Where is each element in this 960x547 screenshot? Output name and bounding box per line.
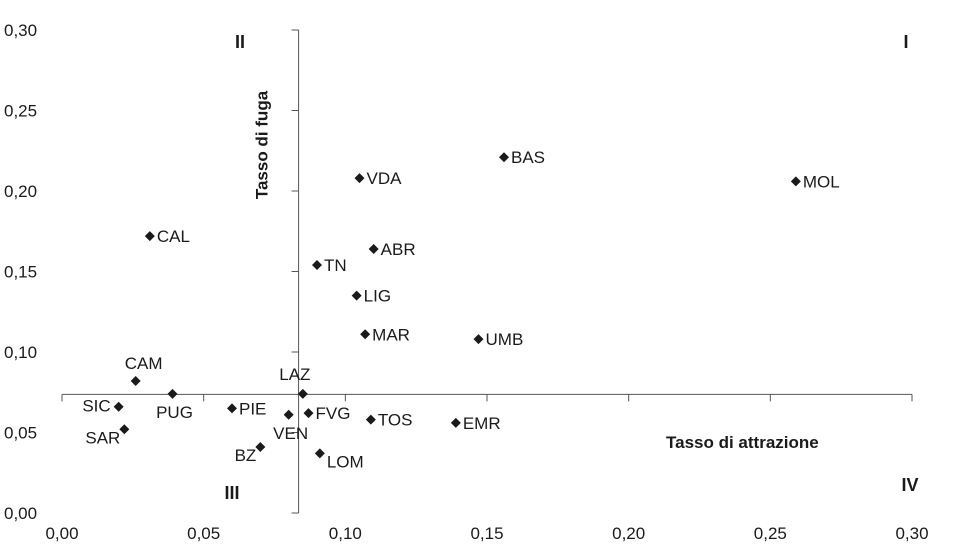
x-tick-label: 0,10 bbox=[329, 524, 362, 543]
data-point-label: PUG bbox=[156, 403, 193, 422]
quadrant-label-ii: II bbox=[235, 32, 245, 52]
data-point-marker bbox=[113, 401, 124, 412]
data-point-label: VEN bbox=[273, 424, 308, 443]
data-point-marker bbox=[303, 408, 314, 419]
data-points: MOL BAS VDA ABR TN LIG MAR UMB CAL CAM PUG SIC SAR PI… bbox=[82, 148, 839, 471]
x-tick-label: 0,00 bbox=[45, 524, 78, 543]
y-tick-label: 0,20 bbox=[4, 182, 37, 201]
data-point-label: BZ bbox=[235, 446, 257, 465]
quadrant-label-iii: III bbox=[224, 483, 239, 503]
x-axis-title: Tasso di attrazione bbox=[666, 433, 819, 452]
data-point-marker bbox=[450, 417, 461, 428]
data-point-label: FVG bbox=[316, 404, 351, 423]
data-point-marker bbox=[354, 173, 365, 184]
data-point-marker bbox=[283, 409, 294, 420]
data-point-marker bbox=[227, 403, 237, 414]
data-point-marker bbox=[368, 243, 379, 254]
data-point-marker bbox=[314, 448, 325, 459]
data-point-label: CAL bbox=[157, 227, 190, 246]
data-point-marker bbox=[167, 388, 178, 399]
data-point-marker bbox=[255, 441, 266, 452]
data-point-label: MAR bbox=[372, 325, 410, 344]
data-point-marker bbox=[144, 231, 155, 242]
data-point-label: LAZ bbox=[279, 365, 310, 384]
data-point-label: BAS bbox=[511, 148, 545, 167]
data-point-marker bbox=[297, 388, 308, 399]
data-point-label: PIE bbox=[239, 399, 266, 418]
y-tick-label: 0,05 bbox=[4, 424, 37, 443]
quadrant-label-i: I bbox=[903, 32, 908, 52]
data-point-label: TOS bbox=[378, 411, 413, 430]
x-tick-label: 0,20 bbox=[612, 524, 645, 543]
data-point-label: LIG bbox=[364, 287, 391, 306]
y-tick-label: 0,10 bbox=[4, 343, 37, 362]
y-axis-title: Tasso di fuga bbox=[253, 90, 272, 199]
data-point-label: LOM bbox=[327, 452, 364, 471]
quadrant-label-iv: IV bbox=[901, 475, 918, 495]
axes bbox=[61, 29, 913, 514]
y-tick-label: 0,25 bbox=[4, 102, 37, 121]
data-point-label: EMR bbox=[463, 414, 501, 433]
data-point-label: CAM bbox=[125, 354, 163, 373]
data-point-label: UMB bbox=[486, 330, 524, 349]
data-point-marker bbox=[119, 424, 130, 435]
data-point-marker bbox=[499, 152, 509, 163]
data-point-label: VDA bbox=[367, 169, 403, 188]
data-point-marker bbox=[365, 414, 376, 425]
y-tick-label: 0,30 bbox=[4, 21, 37, 40]
data-point-marker bbox=[790, 176, 801, 187]
tick-labels: 0,00 0,05 0,10 0,15 0,20 0,25 0,30 0,00 0,05 0,10… bbox=[4, 21, 929, 543]
x-tick-label: 0,15 bbox=[470, 524, 503, 543]
data-point-label: TN bbox=[324, 256, 347, 275]
x-tick-label: 0,25 bbox=[754, 524, 787, 543]
data-point-marker bbox=[130, 375, 141, 386]
titles: Tasso di fuga Tasso di attrazione I II I… bbox=[224, 32, 918, 503]
x-tick-label: 0,30 bbox=[895, 524, 928, 543]
y-tick-label: 0,15 bbox=[4, 263, 37, 282]
data-point-label: SAR bbox=[85, 428, 120, 447]
data-point-label: ABR bbox=[381, 240, 416, 259]
x-tick-label: 0,05 bbox=[187, 524, 220, 543]
y-tick-label: 0,00 bbox=[4, 504, 37, 523]
data-point-marker bbox=[351, 290, 362, 301]
data-point-label: SIC bbox=[82, 397, 110, 416]
data-point-marker bbox=[473, 334, 484, 345]
data-point-label: MOL bbox=[803, 172, 840, 191]
data-point-marker bbox=[312, 260, 322, 271]
data-point-marker bbox=[360, 329, 371, 340]
